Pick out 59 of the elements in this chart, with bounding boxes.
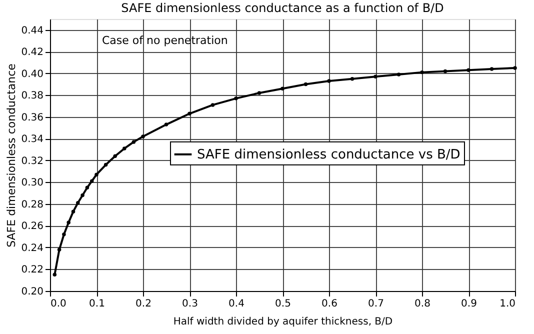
x-axis-title: Half width divided by aquifer thickness, B/D [173, 316, 393, 328]
legend-label: SAFE dimensionless conductance vs B/D [197, 147, 460, 162]
y-tick-label: 0.44 [21, 25, 44, 36]
y-tick-label: 0.28 [21, 199, 44, 210]
x-tick-label: 0.5 [275, 298, 291, 310]
point [132, 140, 136, 144]
x-tick-label: 0.8 [414, 298, 430, 310]
point [141, 134, 145, 138]
point [466, 68, 470, 72]
y-tick-label: 0.22 [21, 264, 44, 276]
point [304, 82, 308, 86]
point [122, 146, 126, 150]
y-axis-title: SAFE dimensionless conductance [5, 63, 18, 248]
x-tick-label: 0.1 [89, 298, 105, 310]
point [94, 172, 98, 176]
y-tick-label: 0.32 [21, 156, 44, 167]
x-tick-label: 0.2 [136, 298, 152, 310]
x-tick-label: 0.9 [461, 298, 477, 310]
point [164, 122, 168, 126]
chart-title: SAFE dimensionless conductance as a function of B/D [121, 1, 444, 15]
point [374, 74, 378, 79]
point [188, 112, 192, 116]
x-tick-label: 0.0 [50, 298, 66, 310]
y-tick-label: 0.40 [21, 68, 44, 80]
point [113, 154, 117, 158]
y-tick-label: 0.30 [21, 178, 44, 189]
point [85, 186, 90, 190]
point [90, 179, 94, 183]
point [52, 272, 57, 277]
y-tick-label: 0.42 [21, 47, 44, 58]
x-tick-label: 0.4 [228, 298, 244, 310]
x-tick-label: 1.0 [500, 298, 516, 310]
point [62, 232, 66, 236]
point [490, 67, 494, 71]
point [210, 103, 215, 107]
x-tick-label: 0.6 [322, 298, 338, 310]
y-tick-label: 0.24 [21, 242, 44, 254]
point [104, 162, 108, 167]
point [396, 72, 401, 76]
point [513, 66, 517, 70]
point [71, 210, 76, 214]
point [80, 193, 84, 198]
y-tick-label: 0.36 [21, 112, 44, 124]
point [57, 248, 62, 252]
x-tick-label: 0.3 [182, 298, 198, 310]
point [443, 69, 448, 74]
point [280, 86, 284, 90]
point [257, 91, 262, 95]
y-tick-label: 0.34 [21, 134, 44, 146]
y-tick-label: 0.38 [21, 90, 44, 102]
x-tick-label: 0.7 [368, 298, 384, 310]
y-tick-label: 0.20 [21, 286, 44, 298]
point [76, 201, 80, 205]
point [327, 79, 331, 83]
point [350, 76, 354, 81]
point [66, 220, 70, 224]
y-tick-label: 0.26 [21, 221, 44, 232]
point [234, 96, 238, 100]
point [420, 70, 424, 74]
